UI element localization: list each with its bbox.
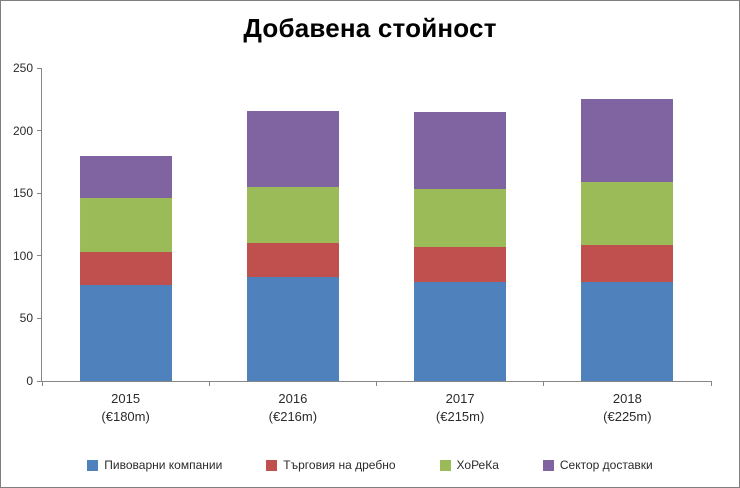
x-axis-tick-mark: [208, 381, 210, 386]
legend: Пивоварни компании Търговия на дребно ХоРе…: [1, 458, 739, 472]
x-axis-tick-mark: [710, 381, 712, 386]
legend-marker-icon: [439, 459, 451, 471]
x-axis-tick-mark: [376, 381, 377, 386]
x-axis-tick-mark: [41, 381, 43, 386]
bar-segment: [581, 99, 674, 182]
legend-item: Пивоварни компании: [87, 458, 222, 472]
bar-stack-2017: [414, 68, 507, 381]
legend-marker-icon: [87, 459, 99, 471]
x-axis-tick-mark: [543, 381, 545, 386]
legend-label: Сектор доставки: [559, 458, 653, 472]
legend-marker-icon: [542, 459, 554, 471]
bar-segment: [414, 189, 507, 248]
y-axis-tick-label: 50: [19, 311, 33, 326]
bar-slot: [544, 68, 711, 381]
legend-item: Търговия на дребно: [266, 458, 396, 472]
y-axis-tick-mark: [37, 380, 42, 382]
x-axis-category-sublabel: (€215m): [435, 409, 485, 424]
bar-segment: [414, 111, 507, 190]
bar-stack-2018: [581, 68, 674, 381]
bar-stack-2016: [246, 68, 339, 381]
bar-segment: [246, 243, 339, 278]
legend-marker-icon: [266, 459, 278, 471]
y-axis-tick-mark: [37, 317, 42, 319]
y-axis-tick-label: 250: [12, 61, 33, 75]
bar-segment: [414, 282, 507, 381]
y-axis-tick-mark: [37, 67, 42, 69]
x-axis-category-label: 2017 (€215m): [377, 390, 544, 426]
bar-segment: [246, 277, 339, 381]
y-axis-tick-mark: [37, 192, 42, 194]
bar-slot: [377, 68, 544, 381]
x-axis-category-sublabel: (€216m): [268, 409, 318, 424]
bar-segment: [581, 181, 674, 245]
bar-slot: [209, 68, 376, 381]
x-axis-category-label: 2015 (€180m): [42, 390, 209, 426]
legend-item: Сектор доставки: [542, 458, 653, 472]
bar-segment: [79, 198, 172, 253]
chart-title: Добавена стойност: [243, 13, 497, 43]
bar-segment: [79, 284, 172, 381]
y-axis-tick-label: 150: [12, 186, 33, 201]
bar-stack-2015: [79, 68, 172, 381]
bar-segment: [414, 247, 507, 283]
y-axis-tick-label: 200: [12, 123, 33, 138]
x-axis-category-label: 2018 (€225m): [544, 390, 711, 426]
bar-segment: [581, 244, 674, 283]
bar-slot: [42, 68, 209, 381]
x-axis-category-label: 2016 (€216m): [209, 390, 376, 426]
legend-label: ХоРеКа: [456, 458, 499, 472]
bar-segment: [79, 252, 172, 285]
bar-segment: [246, 186, 339, 244]
legend-label: Търговия на дребно: [283, 458, 396, 472]
bar-segment: [246, 110, 339, 187]
bar-segment: [581, 282, 674, 381]
x-axis-category-sublabel: (€180m): [101, 409, 150, 424]
legend-item: ХоРеКа: [439, 458, 499, 472]
y-axis-tick-mark: [37, 255, 42, 257]
plot-area: 0 50 100 150 200 250 2015 (€180m) 2016 (€216m) 201…: [13, 61, 712, 424]
y-axis-tick-label: 100: [12, 248, 33, 263]
bar-segment: [79, 155, 172, 199]
legend-label: Пивоварни компании: [104, 458, 223, 472]
y-axis-tick-mark: [37, 130, 42, 132]
y-axis-tick-label: 0: [26, 374, 33, 388]
x-axis-category-sublabel: (€225m): [603, 409, 652, 424]
